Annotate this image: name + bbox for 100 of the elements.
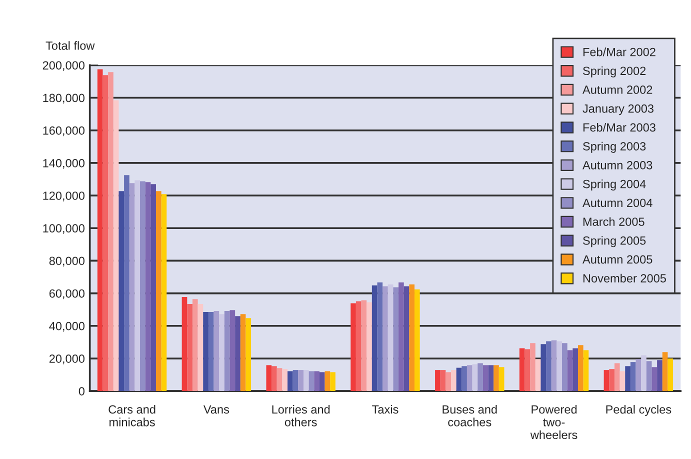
bar xyxy=(356,301,362,392)
bar xyxy=(482,365,488,392)
bar xyxy=(451,370,456,392)
bar xyxy=(124,175,130,392)
bar xyxy=(646,361,652,392)
bar xyxy=(319,372,325,392)
y-tick-label: 140,000 xyxy=(43,158,85,169)
bar xyxy=(324,371,330,392)
bar xyxy=(214,311,220,392)
bar xyxy=(609,369,614,392)
bar xyxy=(182,297,188,392)
bar xyxy=(303,370,309,392)
bar xyxy=(235,316,240,392)
bar xyxy=(282,369,288,392)
bar xyxy=(488,365,494,392)
legend-label: January 2003 xyxy=(582,104,654,116)
bar xyxy=(140,181,146,392)
bar xyxy=(276,368,282,392)
legend-label: Autumn 2004 xyxy=(582,198,652,208)
bar xyxy=(435,370,440,392)
bar xyxy=(224,311,230,392)
legend-label: Spring 2002 xyxy=(583,66,646,78)
bar xyxy=(567,350,573,392)
bar xyxy=(535,359,541,392)
bar xyxy=(462,366,467,392)
x-tick-label: Cars and minicabs xyxy=(108,404,156,426)
legend-label: Spring 2005 xyxy=(583,236,646,248)
bar xyxy=(668,358,674,392)
bar xyxy=(604,370,610,392)
bar xyxy=(292,370,298,392)
legend-label: Spring 2003 xyxy=(583,142,646,153)
bar xyxy=(272,366,277,392)
bar xyxy=(572,348,578,392)
bar xyxy=(203,312,208,392)
x-tick-label: Pedal cycles xyxy=(606,404,672,416)
y-tick-label: 100,000 xyxy=(43,224,85,234)
y-tick-label: 80,000 xyxy=(49,256,85,266)
bar xyxy=(266,365,272,392)
bar xyxy=(230,310,236,392)
y-tick-label: 180,000 xyxy=(43,94,85,104)
bar xyxy=(583,350,589,392)
bar xyxy=(382,286,388,392)
bar xyxy=(494,365,499,392)
bar xyxy=(288,371,293,392)
y-tick-label: 60,000 xyxy=(49,289,85,300)
bar xyxy=(578,345,584,392)
bar xyxy=(524,349,530,392)
bar xyxy=(134,180,140,392)
bar xyxy=(398,282,404,392)
bar xyxy=(377,282,383,392)
bar xyxy=(350,303,356,392)
y-tick-label: 40,000 xyxy=(49,322,85,332)
bar xyxy=(187,304,192,392)
bar xyxy=(240,314,246,392)
bar xyxy=(97,69,103,392)
x-tick-label: Powered two- wheelers xyxy=(530,404,578,440)
bar xyxy=(192,299,198,392)
bar xyxy=(540,344,546,392)
bar xyxy=(388,284,394,392)
bar xyxy=(208,312,214,392)
legend-label: Autumn 2002 xyxy=(582,86,652,94)
legend-label: Spring 2004 xyxy=(583,180,646,191)
bar xyxy=(657,360,662,392)
bar xyxy=(478,363,483,392)
y-tick-label: 0 xyxy=(78,387,85,396)
bar xyxy=(366,302,372,392)
legend-label: Feb/Mar 2003 xyxy=(583,122,656,132)
legend-label: Feb/Mar 2002 xyxy=(583,48,656,56)
bar xyxy=(129,183,135,392)
bar xyxy=(108,72,114,392)
bar xyxy=(551,340,557,392)
bar xyxy=(498,367,504,392)
legend-label: March 2005 xyxy=(583,217,644,226)
bar xyxy=(145,182,151,392)
bar xyxy=(530,343,536,392)
bar xyxy=(118,191,124,392)
bar xyxy=(393,287,399,392)
bar xyxy=(161,194,167,392)
y-tick-label: 200,000 xyxy=(42,61,85,71)
bar xyxy=(314,371,320,392)
bar xyxy=(456,368,462,392)
bar xyxy=(630,362,636,392)
x-tick-label: Lorries and others xyxy=(272,404,330,426)
bar xyxy=(546,341,552,392)
bar xyxy=(414,289,420,392)
bar xyxy=(330,372,336,392)
bar xyxy=(404,286,410,392)
bar xyxy=(298,370,304,392)
bar xyxy=(361,300,367,392)
x-tick-label: Vans xyxy=(203,405,230,414)
bar xyxy=(466,365,472,392)
y-tick-label: 20,000 xyxy=(49,354,85,364)
bar xyxy=(440,370,446,392)
legend-label: Autumn 2003 xyxy=(582,160,652,170)
bar xyxy=(636,359,642,392)
x-tick-label: Buses and coaches xyxy=(442,404,497,426)
bar xyxy=(625,366,630,392)
bar xyxy=(562,343,568,392)
bar xyxy=(219,314,224,392)
bar xyxy=(641,355,646,392)
